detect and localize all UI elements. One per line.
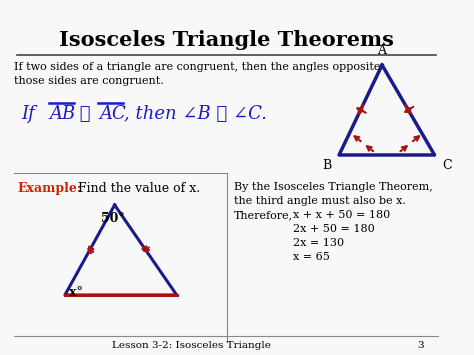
Text: If two sides of a triangle are congruent, then the angles opposite: If two sides of a triangle are congruent…: [14, 62, 381, 72]
Text: x°: x°: [70, 286, 83, 299]
Text: x = 65: x = 65: [293, 252, 330, 262]
Text: If: If: [21, 105, 46, 123]
Text: ≅: ≅: [74, 105, 97, 123]
Text: 3: 3: [417, 341, 424, 350]
FancyBboxPatch shape: [0, 0, 456, 355]
Text: By the Isosceles Triangle Theorem,: By the Isosceles Triangle Theorem,: [234, 182, 433, 192]
Text: , then ∠B ≅ ∠C.: , then ∠B ≅ ∠C.: [124, 105, 267, 123]
Text: Find the value of x.: Find the value of x.: [78, 182, 201, 195]
Text: B: B: [322, 159, 331, 172]
Text: AC: AC: [100, 105, 126, 123]
Text: 50°: 50°: [101, 212, 125, 225]
Text: Lesson 3-2: Isosceles Triangle: Lesson 3-2: Isosceles Triangle: [111, 341, 271, 350]
Text: Example:: Example:: [17, 182, 82, 195]
Text: 2x = 130: 2x = 130: [293, 238, 344, 248]
Text: 2x + 50 = 180: 2x + 50 = 180: [293, 224, 375, 234]
Text: C: C: [442, 159, 452, 172]
Text: the third angle must also be x.: the third angle must also be x.: [234, 196, 406, 206]
Text: Isosceles Triangle Theorems: Isosceles Triangle Theorems: [59, 30, 394, 50]
Text: AB: AB: [50, 105, 76, 123]
Text: those sides are congruent.: those sides are congruent.: [14, 76, 164, 86]
Text: A: A: [378, 44, 386, 57]
Text: Therefore,: Therefore,: [234, 210, 293, 220]
Text: x + x + 50 = 180: x + x + 50 = 180: [293, 210, 391, 220]
